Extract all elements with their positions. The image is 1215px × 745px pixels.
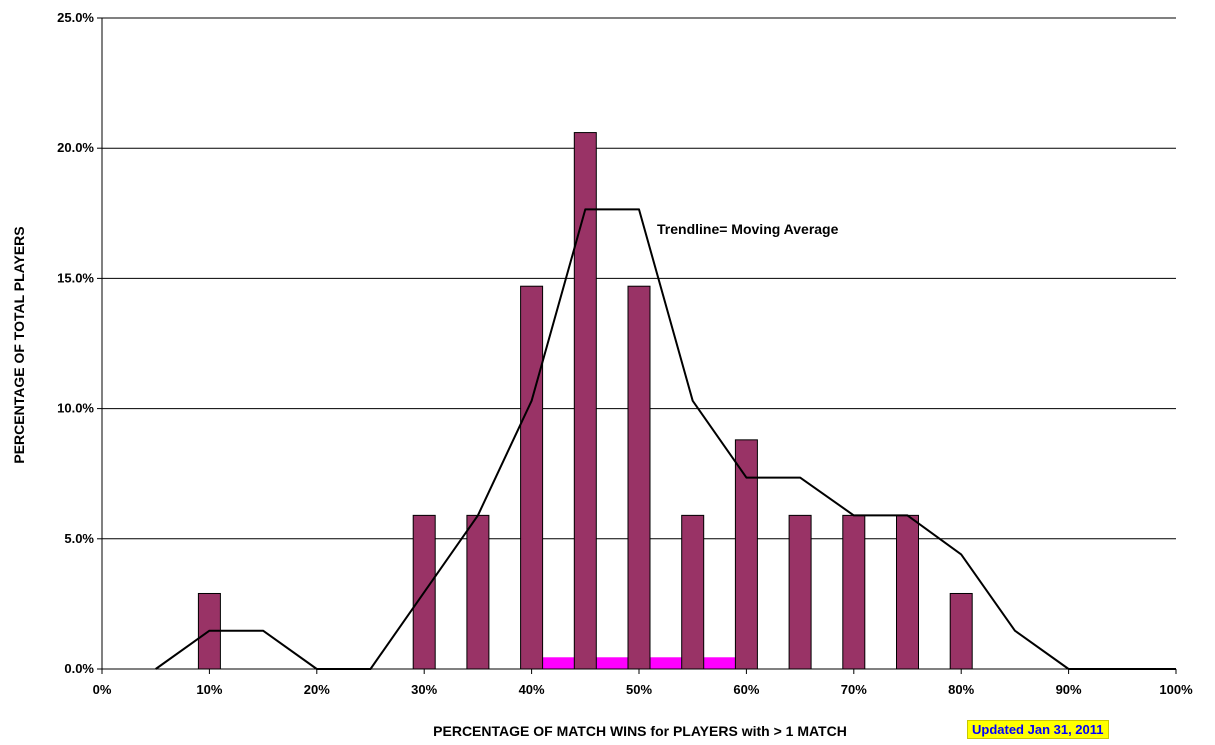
x-tick-label: 80% [948,682,974,697]
y-tick-label: 5.0% [64,531,94,546]
x-tick-label: 100% [1159,682,1193,697]
x-tick-label: 30% [411,682,437,697]
y-tick-label: 20.0% [57,140,94,155]
bar [788,514,812,670]
bar [734,439,758,670]
bar [949,592,973,670]
gridlines [102,17,1176,540]
x-tick-label: 10% [196,682,222,697]
bar [520,285,544,670]
y-axis-title: PERCENTAGE OF TOTAL PLAYERS [11,226,27,463]
x-tick-label: 0% [93,682,112,697]
bar [466,514,490,670]
y-tick-label: 10.0% [57,401,94,416]
x-tick-label: 50% [626,682,652,697]
bar [896,514,919,670]
y-tick-label: 15.0% [57,270,94,285]
bar [627,285,651,670]
x-tick-label: 70% [841,682,867,697]
trendline-annotation: Trendline= Moving Average [657,221,839,237]
bars [197,132,973,670]
x-tick-label: 90% [1056,682,1082,697]
x-axis-title: PERCENTAGE OF MATCH WINS for PLAYERS wit… [433,723,847,739]
bar [842,514,866,670]
axes [97,17,1177,674]
updated-date-badge: Updated Jan 31, 2011 [967,720,1109,739]
tick-labels: 0.0% 5.0% 10.0% 15.0% 20.0% 25.0% 0% 10% 20% 30% 4… [57,10,1193,697]
y-tick-label: 0.0% [64,661,94,676]
y-tick-label: 25.0% [57,10,94,25]
x-tick-label: 20% [304,682,330,697]
x-tick-label: 40% [519,682,545,697]
x-tick-label: 60% [733,682,759,697]
bar [681,514,705,670]
